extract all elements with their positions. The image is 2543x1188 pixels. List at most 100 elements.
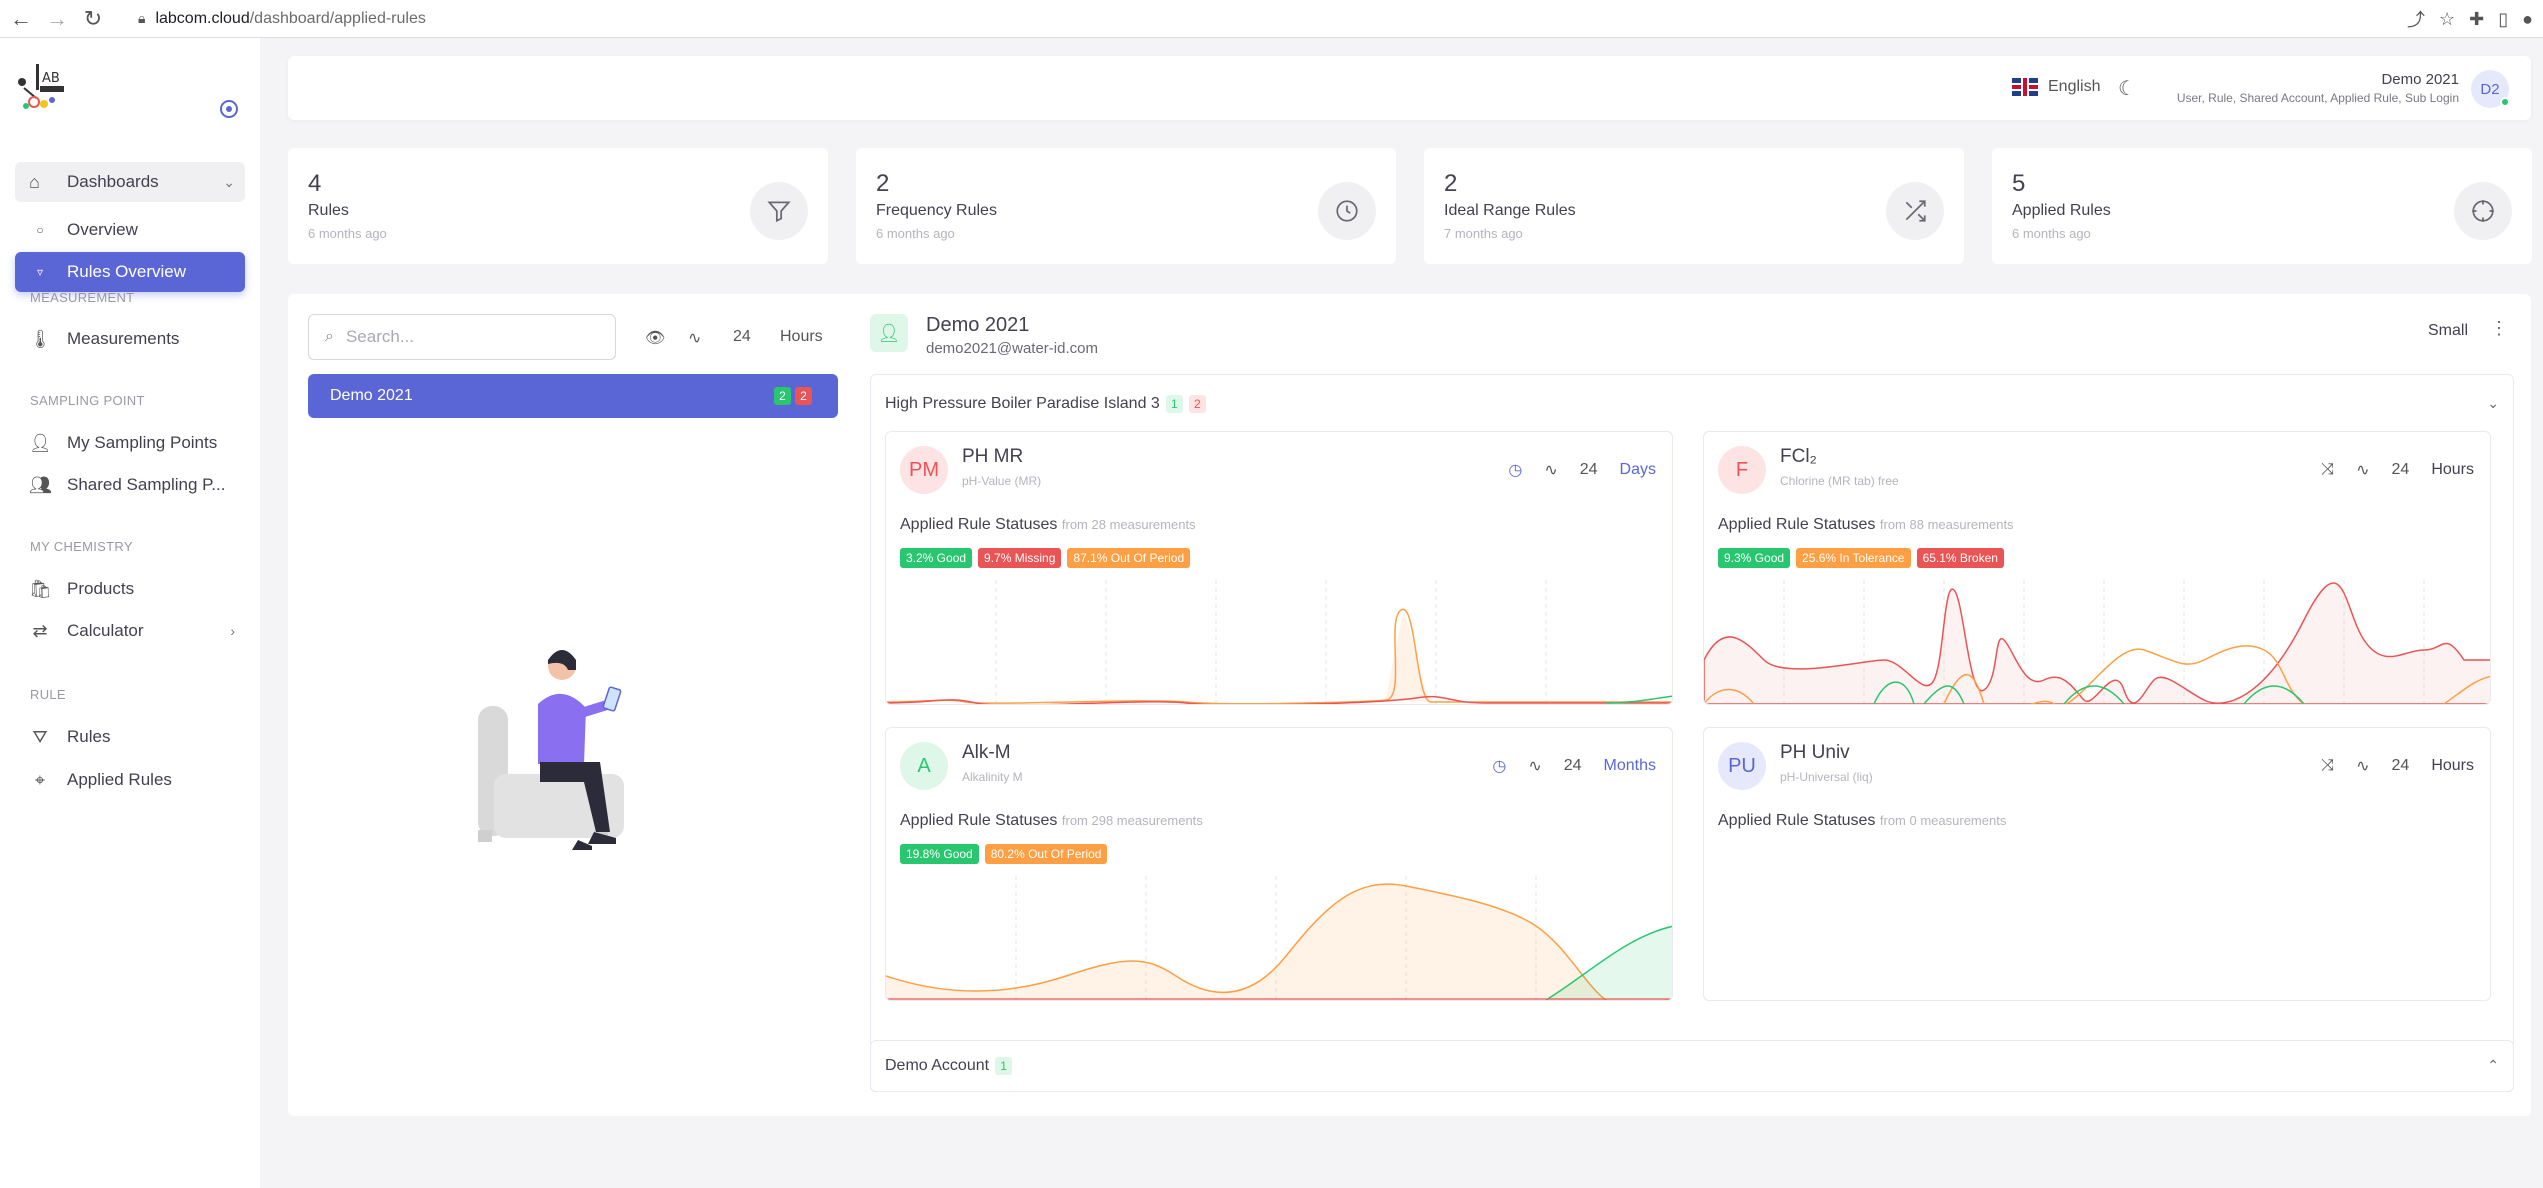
nav-rules[interactable]: ⛛ Rules bbox=[15, 717, 245, 757]
nav-overview-label: Overview bbox=[67, 220, 138, 239]
avatar[interactable]: D2 bbox=[2471, 70, 2510, 108]
parameter-avatar: A bbox=[900, 742, 948, 790]
group-header[interactable]: High Pressure Boiler Paradise Island 3 1… bbox=[885, 395, 1206, 413]
crosshair-icon bbox=[2454, 182, 2512, 240]
stat-timestamp: 6 months ago bbox=[2012, 226, 2091, 241]
labcom-logo[interactable]: AB bbox=[14, 58, 70, 114]
search-icon: ⌕ bbox=[325, 328, 334, 345]
activity-icon[interactable]: ∿ bbox=[1544, 462, 1558, 479]
nav-shared-sampling-label: Shared Sampling P... bbox=[67, 475, 226, 494]
parameter-card-alk-m[interactable]: A Alk-M Alkalinity M ◷ ∿ 24 Months Appli… bbox=[885, 727, 1673, 1001]
sidebar-collapse-toggle[interactable] bbox=[220, 100, 238, 118]
avatar-initials: D2 bbox=[2480, 80, 2500, 98]
dark-mode-toggle-icon[interactable]: ☾ bbox=[2118, 78, 2136, 100]
parameter-subtitle: pH-Value (MR) bbox=[962, 474, 1042, 488]
section-measurement: MEASUREMENT bbox=[30, 290, 135, 305]
stat-label: Rules bbox=[308, 202, 349, 219]
nav-rules-label: Rules bbox=[67, 727, 111, 746]
home-icon: ⌂ bbox=[29, 171, 40, 192]
status-line: Applied Rule Statuses from 28 measuremen… bbox=[900, 516, 1196, 534]
group-name: High Pressure Boiler Paradise Island 3 bbox=[885, 395, 1160, 412]
svg-text:AB: AB bbox=[42, 71, 60, 86]
search-box[interactable]: ⌕ bbox=[308, 314, 616, 360]
forward-icon[interactable]: → bbox=[46, 5, 68, 31]
status-badge-missing: 9.7% Missing bbox=[978, 548, 1062, 568]
stat-value: 4 bbox=[308, 170, 322, 197]
parameter-card-ph-mr[interactable]: PM PH MR pH-Value (MR) ◷ ∿ 24 Days Appli… bbox=[885, 431, 1673, 705]
section-my-chemistry: MY CHEMISTRY bbox=[30, 539, 133, 554]
language-switcher[interactable]: English bbox=[2012, 78, 2100, 96]
thermometer-icon: 🌡︎ bbox=[29, 328, 52, 349]
chevron-up-icon[interactable]: ⌃ bbox=[2487, 1057, 2499, 1073]
lock-icon: 🔒︎ bbox=[138, 10, 146, 26]
measurement-count: from 28 measurements bbox=[1061, 517, 1196, 532]
period-unit[interactable]: Hours bbox=[2431, 461, 2474, 478]
nav-calculator[interactable]: ⇄ Calculator › bbox=[15, 611, 245, 651]
stat-value: 2 bbox=[1444, 170, 1458, 197]
address-bar[interactable]: labcom.cloud/dashboard/applied-rules bbox=[155, 10, 425, 28]
uk-flag-icon bbox=[2012, 78, 2038, 96]
extensions-icon[interactable]: ✚ bbox=[2469, 8, 2485, 29]
users-icon: 👥︎ bbox=[29, 474, 52, 495]
period-value[interactable]: 24 bbox=[733, 328, 751, 345]
status-label: Applied Rule Statuses bbox=[900, 516, 1058, 533]
nav-dashboards[interactable]: ⌂ Dashboards ⌄ bbox=[15, 162, 245, 202]
user-icon: 👤︎ bbox=[29, 432, 52, 453]
group-name: Demo Account bbox=[885, 1057, 990, 1074]
clock-icon[interactable]: ◷ bbox=[1492, 758, 1507, 775]
profile-icon[interactable]: ● bbox=[2522, 8, 2533, 29]
browser-toolbar: ← → ↻ 🔒︎ labcom.cloud/dashboard/applied-… bbox=[0, 0, 2543, 38]
search-input[interactable] bbox=[345, 327, 586, 347]
period-unit[interactable]: Hours bbox=[780, 328, 823, 345]
parameter-avatar: PU bbox=[1718, 742, 1766, 790]
star-icon[interactable]: ☆ bbox=[2438, 8, 2456, 29]
period-unit[interactable]: Days bbox=[1619, 461, 1656, 478]
nav-my-sampling-points[interactable]: 👤︎ My Sampling Points bbox=[15, 423, 245, 463]
period-unit[interactable]: Months bbox=[1603, 757, 1656, 774]
size-selector[interactable]: Small bbox=[2428, 322, 2469, 339]
sidepanel-icon[interactable]: ▯ bbox=[2498, 8, 2509, 29]
stat-label: Ideal Range Rules bbox=[1444, 202, 1576, 219]
stat-value: 2 bbox=[876, 170, 890, 197]
parameter-card-ph-univ[interactable]: PU PH Univ pH-Universal (liq) ⤨ ∿ 24 Hou… bbox=[1703, 727, 2491, 1001]
activity-icon[interactable]: ∿ bbox=[688, 330, 702, 347]
chevron-down-icon[interactable]: ⌄ bbox=[2487, 395, 2499, 411]
activity-icon[interactable]: ∿ bbox=[2356, 758, 2370, 775]
stat-timestamp: 7 months ago bbox=[1444, 226, 1523, 241]
stat-label: Frequency Rules bbox=[876, 202, 997, 219]
sampling-point-group: Demo Account 1 ⌃ bbox=[870, 1040, 2514, 1092]
nav-products-label: Products bbox=[67, 579, 135, 598]
share-icon[interactable]: ⤴ bbox=[2406, 10, 2425, 30]
section-sampling-point: SAMPLING POINT bbox=[30, 393, 145, 408]
sidebar: AB ⌂ Dashboards ⌄ ○ Overview ▿ Rules Ove… bbox=[0, 38, 260, 1188]
user-roles: User, Rule, Shared Account, Applied Rule… bbox=[2176, 91, 2459, 105]
shuffle-icon[interactable]: ⤨ bbox=[2321, 461, 2335, 478]
group-header[interactable]: Demo Account 1 bbox=[885, 1057, 1013, 1075]
status-area-chart bbox=[886, 876, 1672, 1000]
parameter-subtitle: Chlorine (MR tab) free bbox=[1780, 474, 1899, 488]
status-area-chart bbox=[1704, 580, 2490, 704]
parameter-card-fcl2[interactable]: F FCl₂ Chlorine (MR tab) free ⤨ ∿ 24 Hou… bbox=[1703, 431, 2491, 705]
nav-rules-overview[interactable]: ▿ Rules Overview bbox=[15, 252, 245, 292]
more-options-icon[interactable]: ⋮ bbox=[2490, 318, 2508, 338]
nav-measurements[interactable]: 🌡︎ Measurements bbox=[15, 319, 245, 359]
nav-applied-rules[interactable]: ⌖ Applied Rules bbox=[15, 760, 245, 800]
nav-overview[interactable]: ○ Overview bbox=[15, 210, 245, 250]
activity-icon[interactable]: ∿ bbox=[2356, 462, 2370, 479]
status-label: Applied Rule Statuses bbox=[900, 812, 1058, 829]
period-unit[interactable]: Hours bbox=[2431, 757, 2474, 774]
eye-icon[interactable]: 👁︎ bbox=[645, 330, 666, 347]
period-value: 24 bbox=[1579, 461, 1598, 478]
clock-icon[interactable]: ◷ bbox=[1508, 462, 1523, 479]
nav-rules-overview-label: Rules Overview bbox=[67, 262, 187, 281]
nav-shared-sampling-points[interactable]: 👥︎ Shared Sampling P... bbox=[15, 465, 245, 505]
account-list-item[interactable]: Demo 2021 2 2 bbox=[308, 374, 838, 418]
activity-icon[interactable]: ∿ bbox=[1528, 758, 1542, 775]
shuffle-icon[interactable]: ⤨ bbox=[2321, 757, 2335, 774]
back-icon[interactable]: ← bbox=[10, 5, 32, 31]
chevron-down-icon: ⌄ bbox=[223, 173, 235, 190]
top-header: English ☾ Demo 2021 User, Rule, Shared A… bbox=[288, 56, 2531, 120]
reload-icon[interactable]: ↻ bbox=[83, 5, 103, 31]
nav-products[interactable]: 🛍︎ Products bbox=[15, 569, 245, 609]
shuffle-icon bbox=[1886, 182, 1944, 240]
